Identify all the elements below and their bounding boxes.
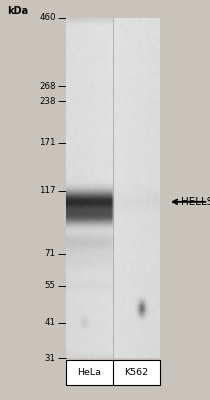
Text: 171: 171 — [39, 138, 56, 147]
Text: 41: 41 — [45, 318, 56, 327]
Text: kDa: kDa — [7, 6, 29, 16]
Text: 268: 268 — [39, 82, 56, 90]
Text: 55: 55 — [45, 281, 56, 290]
Text: 238: 238 — [39, 96, 56, 106]
Text: 460: 460 — [39, 14, 56, 22]
Text: 31: 31 — [45, 354, 56, 362]
Text: HeLa: HeLa — [77, 368, 101, 377]
Text: 71: 71 — [45, 249, 56, 258]
Text: K562: K562 — [124, 368, 148, 377]
Text: 117: 117 — [39, 186, 56, 195]
Bar — [66, 360, 160, 385]
Text: HELLS: HELLS — [181, 197, 210, 207]
